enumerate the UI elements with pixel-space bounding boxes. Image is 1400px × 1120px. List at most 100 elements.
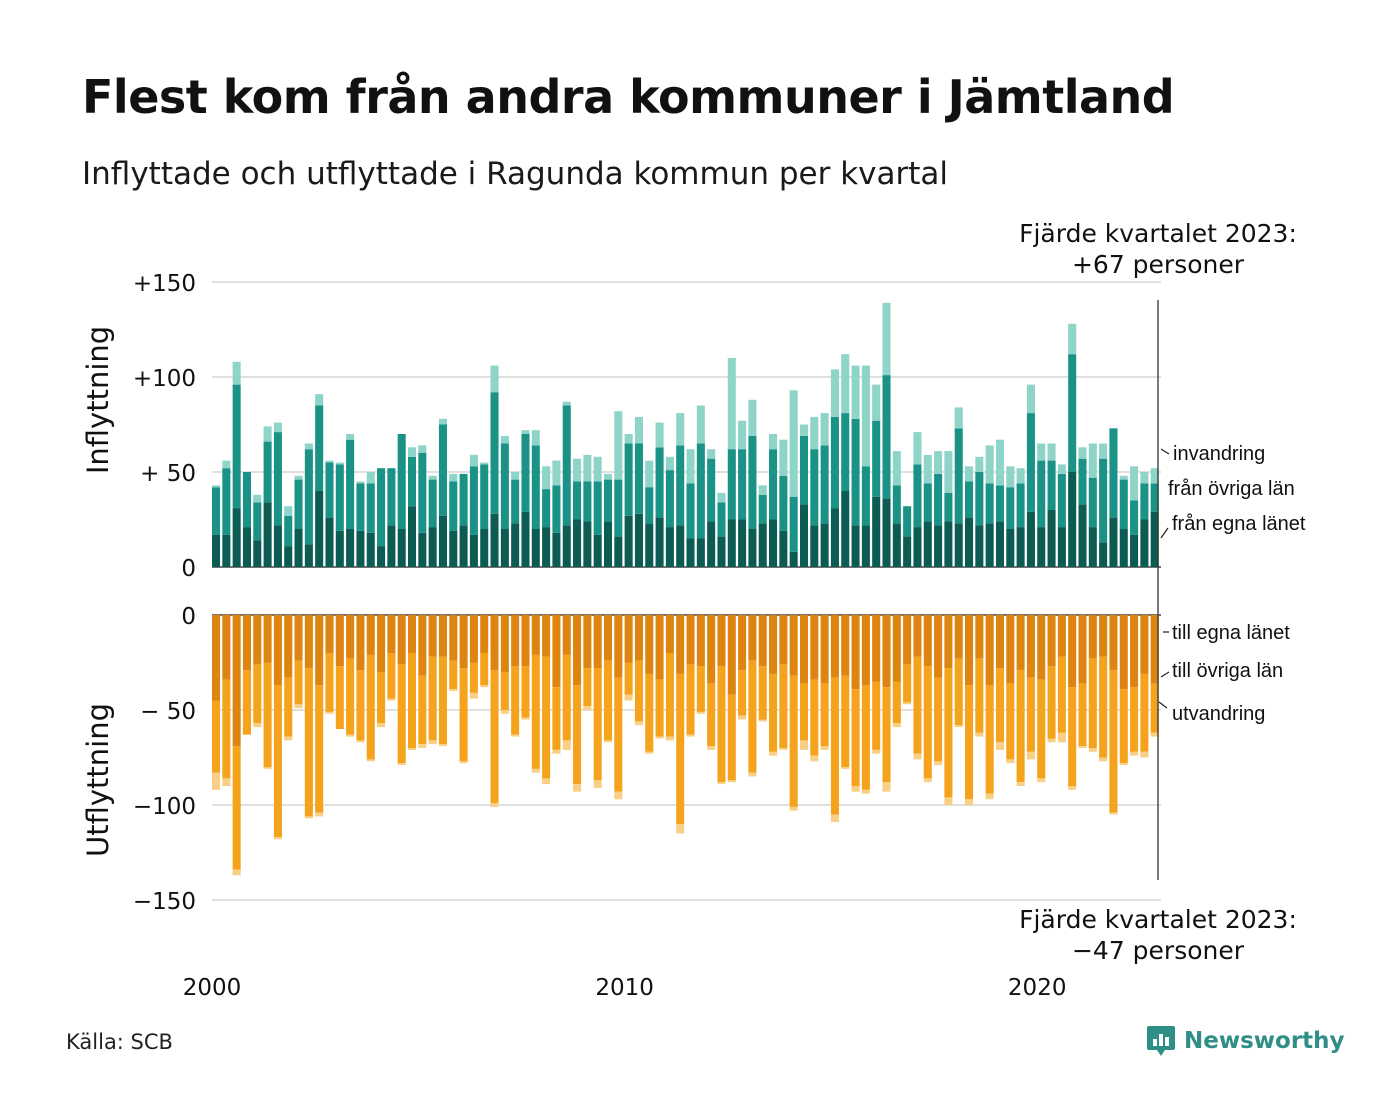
ytick-label-outflow: 0 xyxy=(181,604,196,630)
bar-inflow-segment xyxy=(851,525,860,567)
bar-outflow-segment xyxy=(995,742,1005,750)
bar-outflow-segment xyxy=(356,670,365,741)
bar-inflow-segment xyxy=(995,521,1005,567)
bar-outflow-segment xyxy=(748,772,757,777)
bar-outflow-segment xyxy=(315,812,324,817)
chart-subtitle: Inflyttade och utflyttade i Ragunda komm… xyxy=(82,156,949,192)
bar-inflow-segment xyxy=(1109,428,1118,518)
bar-outflow-segment xyxy=(418,615,427,676)
bar-outflow-segment xyxy=(573,685,582,785)
bar-inflow-segment xyxy=(449,530,458,567)
bar-inflow-segment xyxy=(397,434,406,529)
bar-outflow-segment xyxy=(686,734,695,737)
bar-inflow-segment xyxy=(315,394,324,406)
bar-inflow-segment xyxy=(490,365,499,393)
bar-outflow-segment xyxy=(346,734,355,737)
bar-outflow-segment xyxy=(717,782,726,785)
bar-inflow-segment xyxy=(1140,472,1149,484)
bar-inflow-segment xyxy=(294,529,303,567)
bar-outflow-segment xyxy=(696,666,705,712)
bar-inflow-segment xyxy=(769,434,778,450)
bar-outflow-segment xyxy=(975,615,984,659)
bar-outflow-segment xyxy=(954,725,963,728)
bar-inflow-segment xyxy=(779,475,788,531)
bar-inflow-segment xyxy=(562,401,571,406)
bar-inflow-segment xyxy=(1099,443,1108,459)
bar-outflow-segment xyxy=(975,732,984,737)
bar-inflow-segment xyxy=(212,485,221,488)
bar-inflow-segment xyxy=(913,464,922,528)
bar-outflow-segment xyxy=(263,662,272,767)
bar-inflow-segment xyxy=(1068,323,1077,355)
bar-outflow-segment xyxy=(903,702,912,705)
source-note: Källa: SCB xyxy=(66,1030,173,1054)
bar-inflow-segment xyxy=(903,506,912,537)
bar-inflow-segment xyxy=(645,487,654,524)
bar-inflow-segment xyxy=(923,521,932,567)
bar-inflow-segment xyxy=(634,443,643,514)
bar-inflow-segment xyxy=(1119,529,1128,567)
bar-inflow-segment xyxy=(614,479,623,537)
bar-inflow-segment xyxy=(469,466,478,535)
bar-inflow-segment xyxy=(315,491,324,567)
bar-outflow-segment xyxy=(304,668,313,817)
bar-outflow-segment xyxy=(944,797,953,805)
bar-inflow-segment xyxy=(521,511,530,567)
bar-outflow-segment xyxy=(304,816,313,819)
bar-inflow-segment xyxy=(954,523,963,567)
bar-inflow-segment xyxy=(965,481,974,518)
bar-inflow-segment xyxy=(449,481,458,531)
bar-outflow-segment xyxy=(965,799,974,805)
bar-inflow-segment xyxy=(263,502,272,567)
bar-outflow-segment xyxy=(1119,763,1128,766)
bar-inflow-segment xyxy=(438,515,447,567)
bar-outflow-segment xyxy=(1099,615,1108,657)
bar-outflow-segment xyxy=(377,723,386,728)
bar-inflow-segment xyxy=(985,445,994,484)
bar-outflow-segment xyxy=(552,687,561,750)
bar-inflow-segment xyxy=(758,485,767,495)
ytick-label-outflow: − 50 xyxy=(140,699,196,725)
bar-outflow-segment xyxy=(624,615,633,663)
bar-inflow-segment xyxy=(872,420,881,497)
bar-inflow-segment xyxy=(1016,527,1025,567)
bar-inflow-segment xyxy=(531,445,540,529)
bar-outflow-segment xyxy=(861,615,870,686)
bar-outflow-segment xyxy=(903,615,912,665)
bar-inflow-segment xyxy=(232,361,241,385)
bar-inflow-segment xyxy=(676,413,685,446)
bar-inflow-segment xyxy=(1047,460,1056,510)
bar-outflow-segment xyxy=(387,653,396,699)
bar-outflow-segment xyxy=(222,679,231,779)
bar-outflow-segment xyxy=(1099,757,1108,762)
bar-outflow-segment xyxy=(1026,677,1035,752)
bar-outflow-segment xyxy=(397,763,406,766)
bar-inflow-segment xyxy=(1006,466,1015,488)
bar-inflow-segment xyxy=(913,432,922,465)
bar-outflow-segment xyxy=(872,749,881,754)
brand-logo[interactable]: Newsworthy xyxy=(1146,1024,1345,1058)
bar-inflow-segment xyxy=(717,502,726,537)
bar-outflow-segment xyxy=(284,677,293,737)
bar-inflow-segment xyxy=(242,527,251,567)
bar-inflow-segment xyxy=(882,375,891,499)
bar-inflow-segment xyxy=(903,536,912,567)
bar-outflow-segment xyxy=(366,654,375,760)
bar-outflow-segment xyxy=(1047,615,1056,667)
xtick-label: 2020 xyxy=(1008,975,1067,1000)
bar-outflow-segment xyxy=(830,677,839,815)
ytick-label-inflow: 0 xyxy=(181,556,196,582)
bar-inflow-segment xyxy=(810,416,819,450)
bar-inflow-segment xyxy=(531,430,540,446)
bar-outflow-segment xyxy=(552,749,561,754)
bar-inflow-segment xyxy=(542,489,551,528)
bar-inflow-segment xyxy=(1109,517,1118,567)
bar-outflow-segment xyxy=(738,715,747,720)
bar-outflow-segment xyxy=(975,658,984,733)
bar-inflow-segment xyxy=(1057,473,1066,528)
bar-inflow-segment xyxy=(799,435,809,505)
bar-inflow-segment xyxy=(665,527,674,567)
bar-inflow-segment xyxy=(325,517,334,567)
bar-inflow-segment xyxy=(500,435,509,444)
yticks-inflow: 0 + 50 +100 +150 xyxy=(133,271,196,582)
